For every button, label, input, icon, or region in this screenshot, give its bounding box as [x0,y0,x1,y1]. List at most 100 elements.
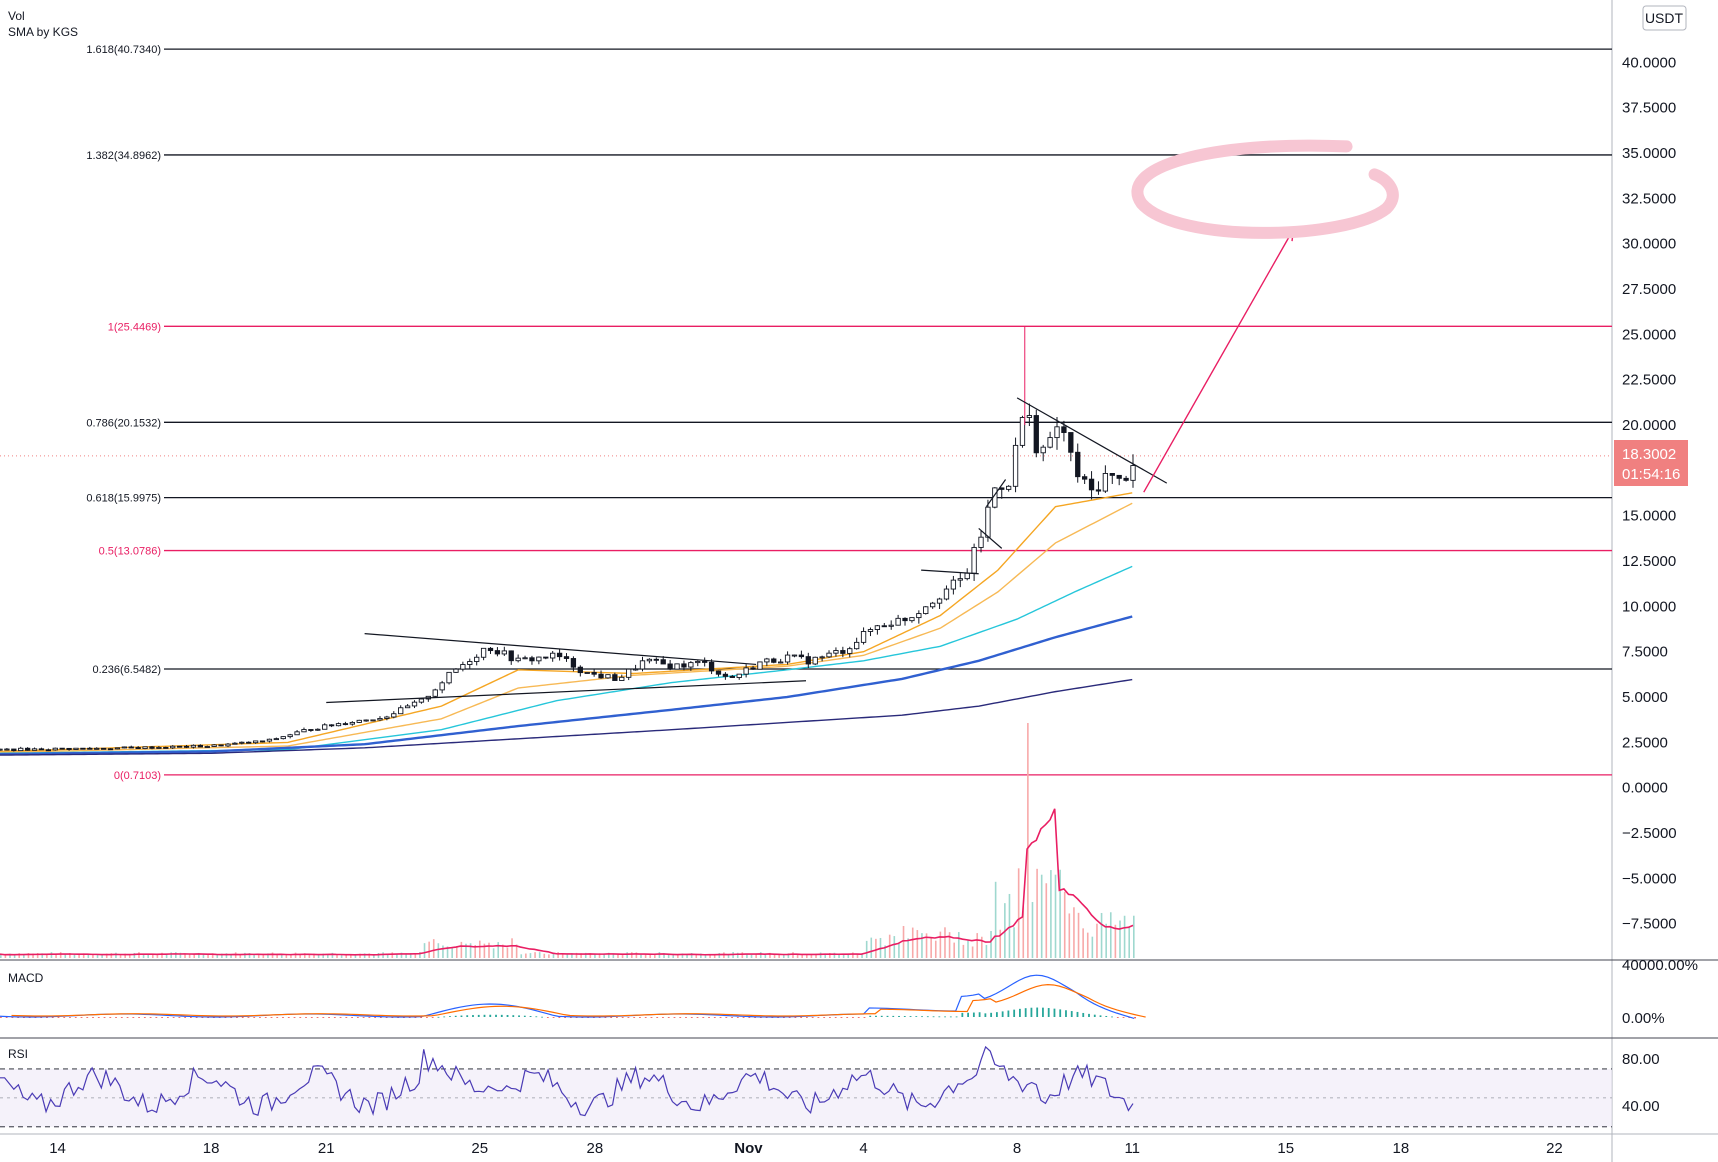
price-axis[interactable]: 40.0000 37.5000 35.0000 32.5000 30.0000 27.50… [1622,54,1698,1115]
macd-histogram-bar [903,1016,906,1017]
candle-body [653,658,659,661]
volume-bar [248,953,251,958]
fib-label: 0.786(20.1532) [86,417,161,429]
candle-body [930,602,936,608]
volume-bar [911,927,914,958]
volume-bar [990,931,992,958]
macd-histogram-bar [414,1017,417,1018]
fib-retracement[interactable]: 1.618(40.7340) 1.382(34.8962) 1(25.4469) 0.… [0,44,1612,782]
volume-bar [612,953,615,958]
volume-bar [957,932,960,958]
candle-body [163,746,169,749]
candle-body [708,661,715,672]
candle-body [190,744,197,748]
candle-body [398,707,404,715]
volume-bar [119,954,122,958]
volume-bar [1096,923,1098,958]
macd-histogram-bar [863,1017,866,1018]
volume-bar [386,953,389,958]
price-tick-label: 5.0000 [1622,689,1668,706]
volume-bar [492,948,495,958]
volume-bar [520,954,523,958]
moving-average-line [0,678,1133,756]
candle-body [176,745,183,748]
macd-histogram-bar [345,1017,348,1018]
macd-histogram-bar [437,1016,440,1018]
volume-bar [833,952,836,958]
rsi-label: RSI [8,1047,28,1061]
volume-bar [930,938,932,958]
macd-histogram-bar [253,1017,256,1018]
candle-body [11,748,17,752]
volume-bar [124,953,126,958]
candle-body [204,746,210,748]
volume-bar [230,954,232,958]
macd-histogram-bar [512,1015,515,1017]
volume-bar [331,952,334,958]
macd-histogram-bar [995,1012,998,1017]
macd-histogram-bar [1065,1010,1067,1017]
macd-histogram-bar [1047,1008,1050,1017]
macd-histogram-bar [51,1017,54,1018]
macd-histogram-bar [1007,1010,1010,1017]
candle-body [0,748,3,751]
volume-bar [207,954,209,958]
candle-body [18,747,24,752]
macd-histogram-bar [949,1016,952,1018]
volume-bar [276,953,278,958]
volume-bar [898,943,900,958]
macd-tick-label: 40000.00% [1622,957,1698,974]
volume-bar [677,954,679,958]
macd-histogram-bar [178,1017,181,1018]
macd-histogram-bar [500,1014,503,1017]
volume-bar [354,954,357,958]
volume-bar [548,954,550,958]
candle-body [211,744,217,747]
macd-histogram-bar [166,1017,169,1018]
macd-pane[interactable] [0,974,1146,1019]
candle-body [460,664,466,670]
volume-bar [138,952,140,958]
candle-body [52,747,58,751]
volume-bar [409,953,412,958]
volume-bar [64,953,67,958]
volume-bar [962,944,965,958]
volume-bar [598,953,601,958]
macd-histogram-bar [857,1017,860,1018]
volume-bar [746,954,748,958]
macd-histogram-bar [972,1012,975,1017]
volume-bar [308,953,311,958]
volume-bar [303,953,306,958]
trendline [985,479,1007,508]
candle-body [370,719,376,722]
volume-bar [432,939,435,958]
macd-histogram-bar [1088,1013,1090,1017]
macd-histogram-bar [362,1017,365,1018]
rsi-line [0,1045,1134,1117]
candle-body [239,741,245,744]
volume-bar [437,943,440,958]
macd-histogram-bar [1076,1011,1079,1017]
candle-body [605,674,611,679]
macd-histogram-bar [270,1017,273,1018]
drawings[interactable] [326,139,1399,704]
volume-bar [921,933,923,958]
volume-bar [465,943,467,958]
macd-histogram-bar [702,1017,705,1018]
rsi-pane[interactable] [0,1045,1612,1128]
candle-body [563,656,570,659]
macd-histogram-bar [731,1017,733,1018]
volume-bar [893,936,896,958]
price-tick-label: 7.5000 [1622,644,1668,661]
candle-body [681,663,687,668]
volume-bar [1105,923,1107,958]
candle-body [474,656,480,662]
volume-bars [0,723,1135,958]
volume-bar [446,946,449,958]
currency-badge[interactable]: USDT [1642,5,1687,31]
macd-histogram-bar [92,1017,94,1018]
time-axis[interactable]: 14 18 21 25 28 Nov 4 8 11 15 18 22 [49,1140,1563,1157]
macd-histogram-bar [719,1017,722,1018]
